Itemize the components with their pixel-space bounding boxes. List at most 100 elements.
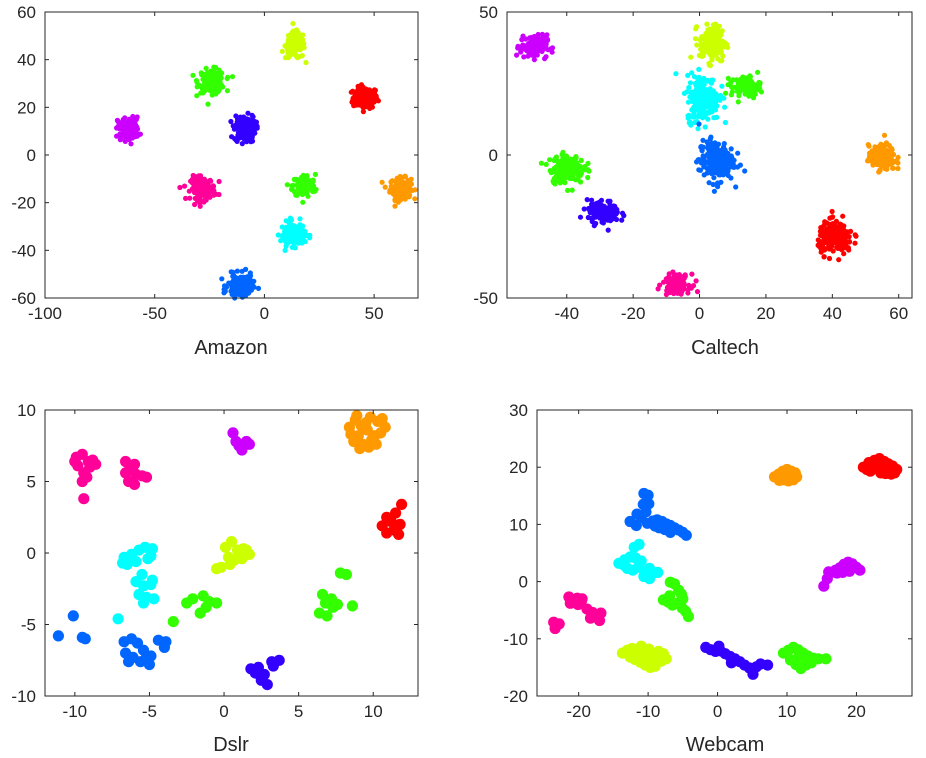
data-point-green bbox=[555, 167, 562, 173]
data-point-magenta bbox=[122, 138, 128, 144]
data-point-orange bbox=[376, 413, 388, 425]
data-point-yellow_green bbox=[649, 660, 661, 672]
data-point-pink bbox=[693, 278, 699, 284]
data-point-orange bbox=[398, 183, 404, 189]
data-point-pink bbox=[667, 289, 673, 296]
y-tick-label: 20 bbox=[509, 458, 528, 477]
data-point-red bbox=[815, 242, 821, 248]
data-point-cyan bbox=[685, 99, 692, 105]
y-tick-label: 5 bbox=[27, 473, 36, 492]
data-point-green bbox=[196, 82, 202, 88]
data-point-blue bbox=[696, 121, 702, 127]
data-point-magenta bbox=[121, 131, 127, 137]
data-point-cyan bbox=[714, 114, 720, 120]
data-point-red bbox=[819, 232, 825, 238]
data-point-blue bbox=[737, 162, 744, 168]
data-point-red bbox=[822, 219, 828, 225]
data-point-yellow_green bbox=[296, 45, 302, 51]
x-tick-label: -10 bbox=[636, 702, 661, 721]
x-tick-label: 50 bbox=[365, 304, 384, 323]
data-point-orange bbox=[877, 168, 883, 174]
data-point-blue bbox=[711, 175, 717, 181]
data-point-cyan bbox=[633, 538, 645, 551]
data-point-pink bbox=[678, 273, 684, 279]
data-point-blue bbox=[230, 273, 236, 279]
data-point-red bbox=[852, 240, 858, 246]
data-point-blue bbox=[664, 526, 676, 539]
data-point-orange bbox=[354, 443, 366, 455]
data-point-orange bbox=[866, 143, 872, 149]
y-tick-label: -50 bbox=[473, 289, 498, 308]
data-point-indigo bbox=[581, 206, 587, 212]
data-point-pink bbox=[78, 493, 90, 505]
scatter-points-amazon bbox=[114, 20, 418, 301]
data-point-green bbox=[755, 69, 761, 75]
data-point-cyan bbox=[145, 550, 157, 562]
data-point-red bbox=[823, 229, 829, 236]
panel-webcam: -20 -10 0 10 20 -20 -10 0 10 20 30 Webcam bbox=[503, 401, 913, 756]
y-axis-ticks: -10 -5 0 5 10 bbox=[11, 401, 418, 706]
data-point-green bbox=[551, 157, 557, 164]
data-point-blue bbox=[123, 656, 135, 668]
data-point-indigo bbox=[239, 127, 245, 134]
data-point-cyan bbox=[283, 218, 289, 224]
data-point-yellow_green bbox=[288, 52, 294, 58]
data-point-cyan bbox=[702, 104, 708, 110]
data-point-orange bbox=[895, 165, 901, 172]
y-axis-ticks: -20 -10 0 10 20 30 bbox=[503, 401, 912, 706]
data-point-blue bbox=[240, 275, 246, 281]
data-point-cyan bbox=[703, 97, 710, 103]
data-point-magenta bbox=[854, 564, 866, 576]
data-point-orange bbox=[885, 157, 891, 163]
data-point-indigo bbox=[238, 117, 244, 124]
data-point-cyan bbox=[710, 77, 716, 83]
data-point-yellow_green bbox=[236, 553, 248, 565]
data-point-orange bbox=[894, 158, 900, 164]
data-point-blue bbox=[640, 506, 652, 518]
data-point-yellow_green bbox=[293, 35, 299, 41]
data-point-green bbox=[573, 177, 579, 183]
data-point-cyan bbox=[709, 89, 715, 95]
data-point-blue bbox=[698, 160, 704, 166]
data-point-yellow_green bbox=[709, 57, 715, 63]
data-point-cyan bbox=[698, 103, 704, 109]
data-point-orange bbox=[397, 191, 403, 197]
data-point-cyan bbox=[288, 239, 295, 245]
data-point-cyan bbox=[300, 237, 306, 243]
data-point-magenta bbox=[115, 123, 121, 129]
data-point-blue bbox=[728, 175, 734, 181]
data-point-blue bbox=[234, 268, 240, 274]
data-point-green bbox=[747, 78, 754, 84]
data-point-pink bbox=[678, 291, 684, 297]
data-point-magenta bbox=[117, 137, 123, 143]
x-tick-label: 0 bbox=[260, 304, 269, 323]
data-point-yellow_green bbox=[722, 44, 728, 50]
data-point-pink bbox=[210, 183, 216, 189]
data-point-yellow_green bbox=[290, 20, 296, 27]
data-point-cyan bbox=[695, 126, 701, 132]
data-point-indigo bbox=[253, 119, 259, 125]
data-point-orange bbox=[867, 154, 873, 160]
scatter-points-dslr bbox=[52, 410, 408, 691]
y-tick-label: 10 bbox=[17, 401, 36, 420]
data-point-green bbox=[741, 83, 747, 89]
data-point-green bbox=[331, 598, 343, 611]
x-tick-label: 5 bbox=[294, 702, 303, 721]
data-point-red bbox=[381, 527, 393, 539]
data-point-pink bbox=[198, 184, 204, 190]
x-tick-label: -20 bbox=[566, 702, 591, 721]
data-point-green bbox=[565, 163, 571, 169]
data-point-cyan bbox=[298, 229, 304, 235]
data-point-red bbox=[843, 234, 849, 240]
data-point-cyan bbox=[695, 84, 701, 90]
data-point-indigo bbox=[598, 197, 605, 203]
data-point-blue bbox=[641, 517, 654, 529]
data-point-cyan bbox=[130, 556, 142, 568]
data-point-red bbox=[815, 237, 821, 243]
data-point-red bbox=[360, 109, 366, 115]
y-tick-label: -10 bbox=[503, 630, 528, 649]
data-point-magenta bbox=[230, 435, 242, 448]
data-point-green bbox=[567, 156, 573, 162]
y-axis-ticks: -50 0 50 bbox=[473, 3, 912, 308]
x-tick-label: 0 bbox=[219, 702, 228, 721]
